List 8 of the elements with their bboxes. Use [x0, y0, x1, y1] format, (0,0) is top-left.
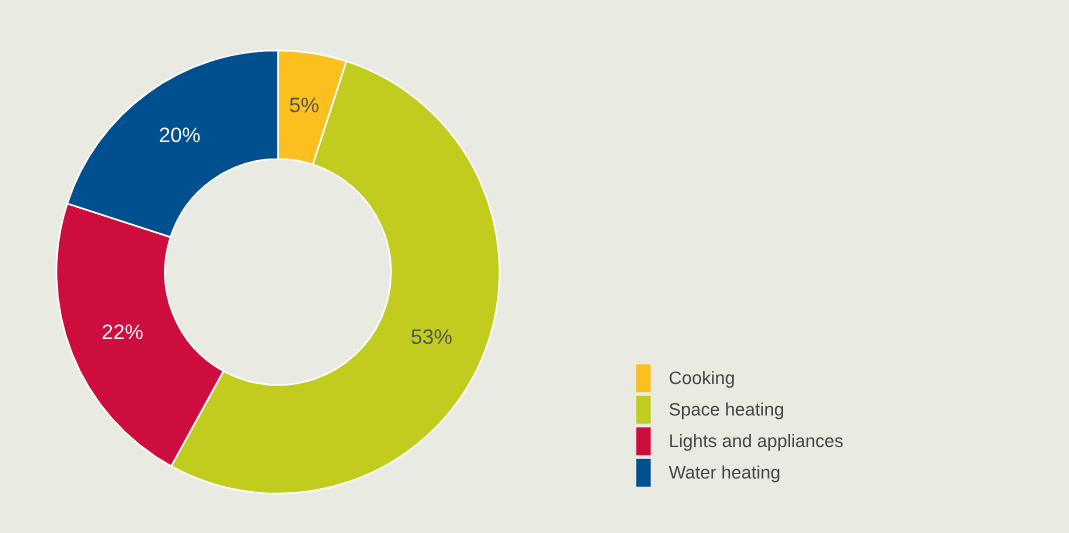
- data-label: 53%: [411, 329, 452, 345]
- legend-label: Space heating: [669, 402, 784, 420]
- data-label: 5%: [289, 97, 319, 113]
- legend-label: Lights and appliances: [670, 433, 843, 451]
- data-label: 22%: [102, 324, 143, 340]
- legend-label: Water heating: [668, 465, 780, 483]
- legend-label: Cooking: [669, 370, 734, 388]
- data-label: 20%: [159, 127, 200, 143]
